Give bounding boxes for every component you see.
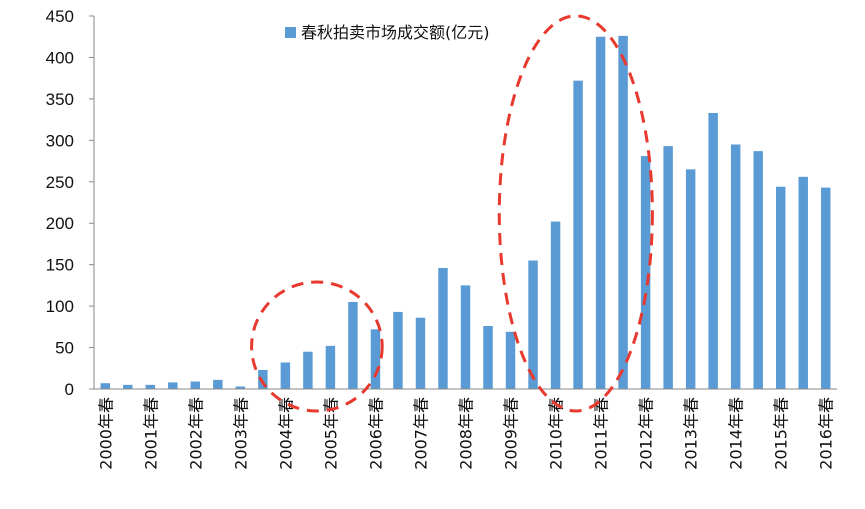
x-tick-label: 2009年春 (502, 397, 521, 470)
highlight-ellipses (250, 14, 654, 413)
bar (280, 362, 291, 389)
bar (708, 112, 718, 389)
x-tick-label: 2007年春 (411, 397, 430, 470)
y-tick-label: 250 (46, 173, 74, 192)
y-tick-label: 100 (46, 297, 74, 316)
bar-series (100, 35, 831, 390)
x-axis: 2000年春 2001年春 2002年春 2003年春 2004年春 2005年春 2006… (94, 388, 837, 470)
x-tick-label: 2001年春 (141, 397, 160, 470)
bar (483, 326, 493, 389)
bar (235, 386, 246, 389)
y-axis: 450 400 350 300 250 200 150 100 50 0 (46, 7, 95, 399)
bar (730, 144, 741, 389)
y-tick-label: 0 (65, 380, 74, 399)
x-tick-label: 2014年春 (727, 397, 746, 470)
bar (505, 331, 516, 389)
y-tick-label: 400 (46, 48, 74, 67)
bar (550, 221, 561, 389)
x-tick-label: 2006年春 (366, 397, 385, 470)
bar (190, 381, 201, 389)
bar (415, 317, 426, 389)
y-tick-label: 150 (46, 256, 74, 275)
bar (258, 369, 268, 389)
x-tick-label: 2005年春 (321, 397, 340, 470)
x-tick-label: 2008年春 (457, 397, 476, 470)
x-tick-label: 2002年春 (186, 397, 205, 470)
x-tick-label: 2003年春 (231, 397, 250, 470)
bar (168, 382, 178, 389)
y-tick-label: 200 (46, 214, 74, 233)
bar (438, 267, 448, 389)
x-tick-label: 2004年春 (276, 397, 295, 470)
bar (303, 351, 313, 389)
bar (123, 384, 133, 389)
bar (393, 311, 403, 389)
bar (775, 186, 786, 389)
highlight-ellipse (497, 14, 654, 413)
bar (663, 146, 673, 389)
bar (618, 35, 628, 389)
bar (348, 301, 358, 389)
bar (573, 80, 583, 390)
highlight-ellipse (250, 280, 384, 413)
x-tick-label: 2000年春 (96, 397, 115, 470)
y-tick-label: 350 (46, 90, 74, 109)
x-tick-label: 2016年春 (817, 397, 836, 470)
bar (325, 345, 336, 389)
x-tick-label: 2012年春 (637, 397, 656, 470)
bar (213, 379, 223, 389)
legend-label: 春秋拍卖市场成交额(亿元) (301, 23, 490, 42)
bar (640, 156, 651, 389)
bar (460, 285, 471, 389)
x-tick-label: 2010年春 (547, 397, 566, 470)
bar (821, 187, 831, 389)
bar (685, 169, 696, 389)
bar (595, 36, 606, 389)
bar (145, 384, 156, 389)
bar (528, 260, 538, 389)
y-tick-label: 300 (46, 131, 74, 150)
x-tick-label: 2015年春 (772, 397, 791, 470)
y-tick-label: 450 (46, 7, 74, 26)
x-tick-label: 2013年春 (682, 397, 701, 470)
legend: 春秋拍卖市场成交额(亿元) (285, 23, 490, 42)
x-tick-label: 2011年春 (592, 397, 611, 470)
bar (100, 383, 110, 389)
bar (753, 151, 763, 389)
legend-swatch (285, 27, 296, 38)
bar (798, 176, 808, 389)
y-tick-label: 50 (55, 339, 74, 358)
bar (370, 329, 381, 389)
